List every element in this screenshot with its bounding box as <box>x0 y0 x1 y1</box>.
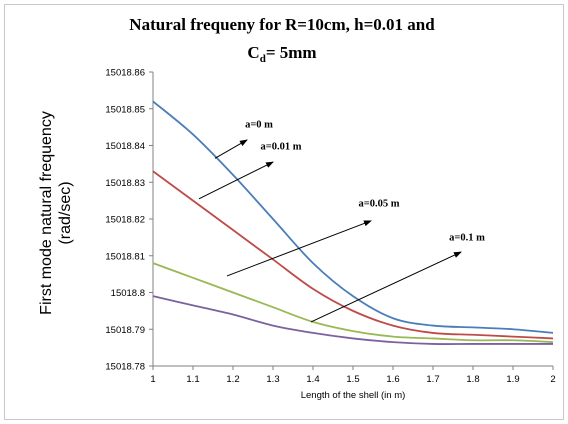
annotation-label: a=0.01 m <box>261 142 302 153</box>
series-line-2 <box>153 171 553 338</box>
x-tick-label: 1.1 <box>186 374 199 385</box>
annotations: a=0 m a=0.01 m a=0.05 m a=0.1 m <box>199 119 485 321</box>
y-tick-label: 15018.83 <box>105 178 145 189</box>
chart-title-c: C <box>247 43 259 62</box>
y-axis-label: First mode natural frequency (rad/sec) <box>38 111 74 315</box>
series-lines <box>153 101 553 344</box>
chart-title-rest: = 5mm <box>266 43 317 62</box>
annotation-arrow <box>311 252 461 322</box>
chart-title-line2: Cd= 5mm <box>247 43 316 65</box>
y-tick-label: 15018.78 <box>105 362 145 373</box>
annotation-label: a=0 m <box>245 119 273 130</box>
chart-title-line1: Natural frequeny for R=10cm, h=0.01 and <box>129 15 435 34</box>
x-tick-label: 1.7 <box>426 374 439 385</box>
y-tick-label: 15018.82 <box>105 215 145 226</box>
x-tick-label: 1.6 <box>386 374 399 385</box>
annotation-arrow <box>227 221 371 276</box>
y-axis-label-line2: (rad/sec) <box>57 181 74 244</box>
x-tick-label: 1.5 <box>346 374 359 385</box>
y-tick-label: 15018.79 <box>105 325 145 336</box>
y-tick-label: 15018.8 <box>111 288 145 299</box>
chart-frame: Natural frequeny for R=10cm, h=0.01 and … <box>4 4 564 420</box>
x-tick-label: 1.8 <box>466 374 479 385</box>
x-axis-label: Length of the shell (in m) <box>301 390 406 401</box>
series-line-4 <box>153 296 553 344</box>
x-tick-label: 1.3 <box>266 374 279 385</box>
x-tick-label: 1.9 <box>506 374 519 385</box>
x-axis-ticks: 1 1.1 1.2 1.3 1.4 1.5 1.6 1.7 1.8 1.9 2 <box>150 366 555 385</box>
line-chart: Natural frequeny for R=10cm, h=0.01 and … <box>5 5 563 419</box>
y-tick-label: 15018.84 <box>105 141 145 152</box>
y-tick-label: 15018.81 <box>105 251 145 262</box>
x-tick-label: 1.4 <box>306 374 319 385</box>
y-axis-ticks: 15018.78 15018.79 15018.8 15018.81 15018.82 1… <box>105 68 153 373</box>
y-tick-label: 15018.86 <box>105 68 145 79</box>
y-tick-label: 15018.85 <box>105 104 145 115</box>
series-line-1 <box>153 101 553 333</box>
annotation-arrow <box>215 140 247 158</box>
annotation-arrow <box>199 162 273 199</box>
annotation-label: a=0.05 m <box>359 199 400 210</box>
x-tick-label: 1 <box>150 374 155 385</box>
x-tick-label: 1.2 <box>226 374 239 385</box>
annotation-label: a=0.1 m <box>449 232 485 243</box>
y-axis-label-line1: First mode natural frequency <box>38 111 55 315</box>
x-tick-label: 2 <box>550 374 555 385</box>
